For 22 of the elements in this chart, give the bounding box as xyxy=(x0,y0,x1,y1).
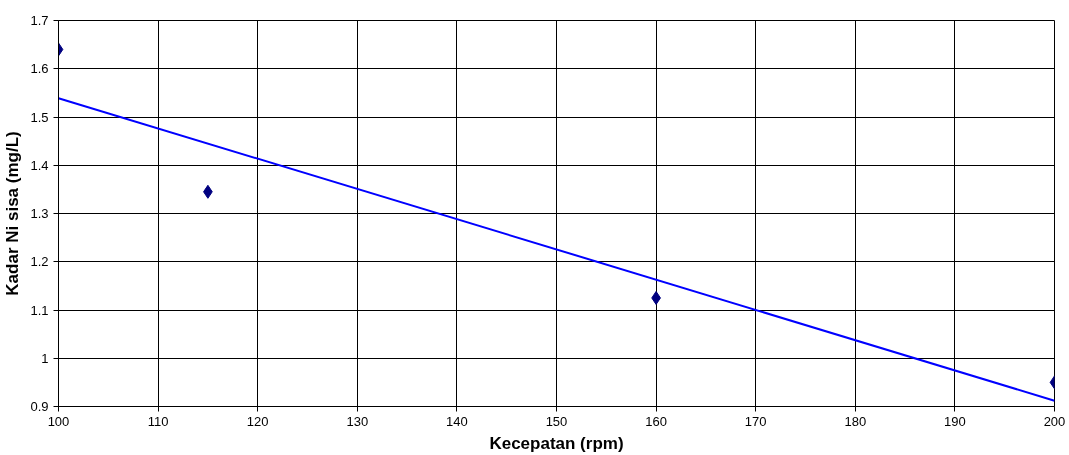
x-tick-label: 190 xyxy=(944,413,966,429)
y-tick-label: 1.4 xyxy=(30,157,49,173)
x-tick-label: 170 xyxy=(744,413,767,429)
x-axis-title: Kecepatan (rpm) xyxy=(489,433,624,453)
y-tick-label: 1.7 xyxy=(30,13,49,28)
y-tick-label: 0.9 xyxy=(30,399,49,414)
x-tick-label: 150 xyxy=(545,413,568,429)
x-tick-label: 180 xyxy=(844,413,867,429)
y-tick-label: 1.5 xyxy=(30,109,49,125)
y-tick-label: 1.2 xyxy=(30,254,49,270)
y-tick-label: 1.3 xyxy=(30,206,49,221)
x-tick-label: 130 xyxy=(346,413,369,429)
y-axis-title: Kadar Ni sisa (mg/L) xyxy=(3,131,23,296)
x-tick-label: 140 xyxy=(446,413,468,429)
x-tick-label: 200 xyxy=(1043,413,1066,429)
y-tick-label: 1.6 xyxy=(30,61,49,77)
y-tick-label: 1.1 xyxy=(30,302,49,318)
y-tick-label: 1 xyxy=(41,350,49,366)
x-tick-label: 120 xyxy=(246,413,269,429)
x-tick-label: 160 xyxy=(645,413,667,429)
x-tick-label: 100 xyxy=(47,413,70,429)
x-tick-label: 110 xyxy=(147,413,169,429)
